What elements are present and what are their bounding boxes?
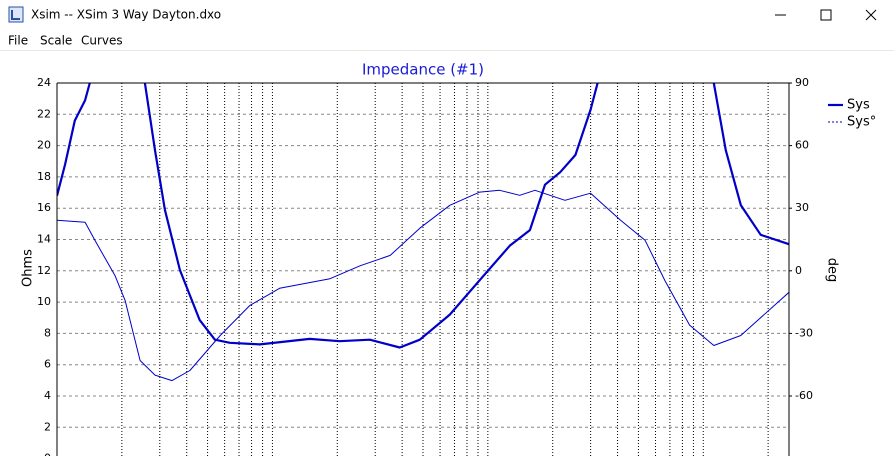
y2-tick-label: -30 [795,326,813,339]
y2-tick-label: 30 [795,201,809,214]
legend: Sys Sys° [828,98,876,130]
curves [57,83,789,382]
close-button[interactable] [865,9,877,21]
legend-label: Sys [847,98,870,113]
frame [56,82,790,456]
y-tick-label: 12 [37,264,51,277]
title-bar [0,0,894,30]
y2-tick-label: -60 [795,389,813,402]
y-tick-label: 18 [37,170,51,183]
y-tick-label: 20 [37,139,51,152]
y-axis-label: Ohms [21,249,36,287]
menu-item[interactable]: Curves [81,34,123,48]
y-tick-label: 6 [44,358,51,371]
grid: 0246810121416182022249060300-30-60 [37,76,813,456]
legend-label: Sys° [847,115,876,130]
y-tick-label: 4 [44,389,51,402]
y-tick-label: 8 [44,326,51,339]
curve [57,189,789,382]
menu-item[interactable]: Scale [40,34,72,48]
y-tick-label: 0 [44,452,51,456]
y-tick-label: 16 [37,201,51,214]
y2-axis-label: deg [825,258,840,283]
y-tick-label: 10 [37,295,51,308]
chart-title: Impedance (#1) [362,61,484,79]
y2-tick-label: 0 [795,264,802,277]
maximize-button[interactable] [820,9,832,21]
y-tick-label: 24 [37,76,51,89]
curve [57,83,789,349]
y2-tick-label: 90 [795,76,809,89]
y-tick-label: 2 [44,420,51,433]
menu-bar [0,30,894,50]
app-icon-glyph [11,10,20,20]
y2-tick-label: 60 [795,139,809,152]
window-title: Xsim -- XSim 3 Way Dayton.dxo [31,8,221,22]
menu-item[interactable]: File [8,34,28,48]
y-tick-label: 22 [37,107,51,120]
y-tick-label: 14 [37,233,51,246]
